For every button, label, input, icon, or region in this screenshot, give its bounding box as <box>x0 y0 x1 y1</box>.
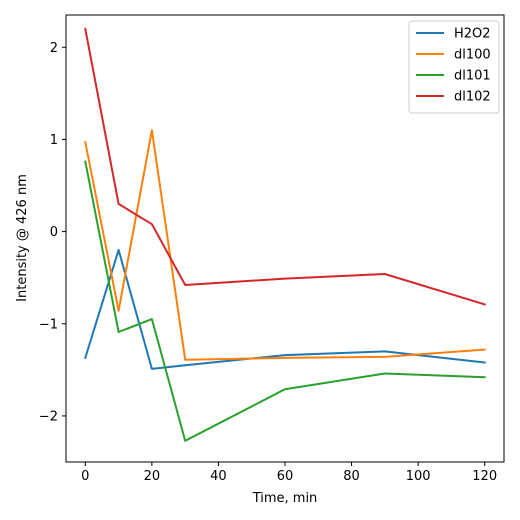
x-tick-label: 120 <box>472 469 497 484</box>
legend-label: H2O2 <box>454 27 491 42</box>
x-tick-label: 100 <box>406 469 431 484</box>
y-axis-label: Intensity @ 426 nm <box>15 174 30 302</box>
x-tick-label: 60 <box>277 469 294 484</box>
legend-box <box>408 20 500 114</box>
x-tick-label: 0 <box>81 469 89 484</box>
x-tick-label: 20 <box>144 469 161 484</box>
y-tick-label: 0 <box>50 225 58 240</box>
series-line-dl102 <box>84 27 486 306</box>
legend: H2O2 dl100 dl101 dl102 <box>408 20 500 114</box>
legend-label: dl102 <box>454 90 491 105</box>
y-tick-label: 2 <box>50 41 58 56</box>
y-tick-label: 1 <box>50 133 58 148</box>
series-layer <box>84 27 486 442</box>
y-tick-label: −1 <box>39 317 58 332</box>
y-axis: −2 −1 0 1 2 <box>39 41 66 424</box>
y-tick-label: −2 <box>39 409 58 424</box>
series-line-dl100 <box>84 129 486 361</box>
series-line-dl101 <box>84 160 486 442</box>
x-axis: 0 20 40 60 80 100 120 <box>81 462 497 484</box>
x-tick-label: 40 <box>210 469 227 484</box>
x-tick-label: 80 <box>343 469 360 484</box>
x-axis-label: Time, min <box>252 491 318 506</box>
series-line-h2o2 <box>84 249 486 370</box>
legend-label: dl101 <box>454 69 491 84</box>
legend-label: dl100 <box>454 48 491 63</box>
